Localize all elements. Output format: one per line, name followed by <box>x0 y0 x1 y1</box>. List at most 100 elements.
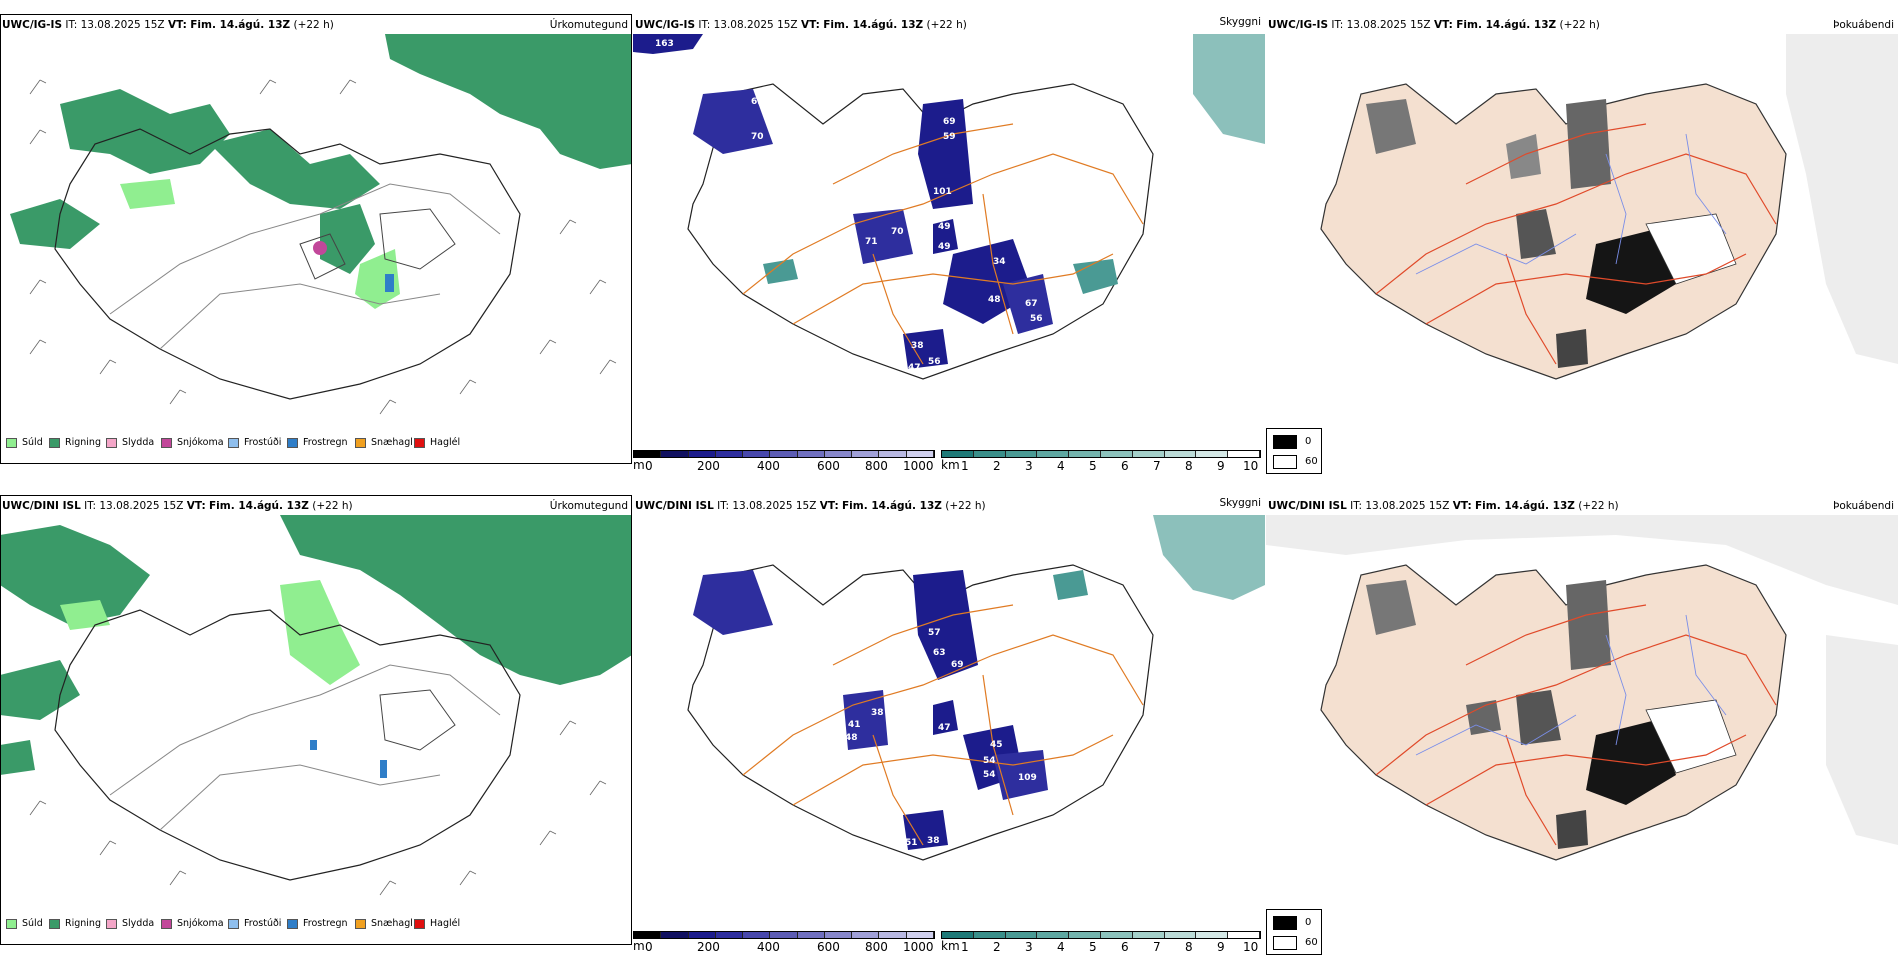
colorbar-m-segment <box>770 932 798 938</box>
iceland-outline <box>54 128 521 400</box>
precip-panel-row1: UWC/IG-IS IT: 13.08.2025 15Z VT: Fim. 14… <box>0 14 632 464</box>
colorbar-m-segment <box>715 932 744 938</box>
legend-swatch <box>287 437 298 448</box>
vis-value: 56 <box>1030 314 1043 324</box>
valid-time: Fim. 14.ágú. 13Z <box>1456 19 1557 31</box>
init-time: 13.08.2025 15Z <box>713 19 798 31</box>
cloud-legend: 0 60 <box>1266 428 1322 474</box>
vis-value: 54 <box>983 770 996 780</box>
precip-type-legend: Súld Rigning Slydda Snjókoma Frostúði Fr… <box>0 913 632 935</box>
model-name: UWC/IG-IS <box>2 19 63 31</box>
vis-value: 69 <box>943 117 956 127</box>
visibility-map: 163 69 70 69 59 101 49 34 48 67 56 38 56… <box>633 34 1265 424</box>
colorbar-m-segment <box>661 451 689 457</box>
cloud-map <box>1266 34 1898 424</box>
legend-swatch-white <box>1273 936 1297 950</box>
vis-value: 69 <box>751 97 764 107</box>
cloud-legend: 0 60 <box>1266 909 1322 955</box>
valid-time: Fim. 14.ágú. 13Z <box>842 500 942 512</box>
vis-value: 38 <box>911 341 924 351</box>
valid-time: Fim. 14.ágú. 13Z <box>823 19 924 31</box>
legend-item-frostudi: Frostúði <box>228 917 281 931</box>
panel-title: Skyggni <box>1219 497 1262 509</box>
colorbar-km-segment <box>1132 932 1165 938</box>
panel-header: UWC/IG-IS IT: 13.08.2025 15Z VT: Fim. 14… <box>2 19 628 31</box>
colorbar-m-segment <box>634 932 662 938</box>
cloud-panel-row1: UWC/IG-IS IT: 13.08.2025 15Z VT: Fim. 14… <box>1266 14 1898 474</box>
colorbar-m-bar <box>633 931 935 939</box>
vis-value: 59 <box>943 132 956 142</box>
panel-header: UWC/DINI ISL IT: 13.08.2025 15Z VT: Fim.… <box>635 497 1262 512</box>
init-time: 13.08.2025 15Z <box>99 500 184 512</box>
colorbar-m-segment <box>770 451 798 457</box>
vis-value: 47 <box>908 363 921 373</box>
colorbar-m-segment <box>852 451 880 457</box>
legend-item-sudl: Súld <box>6 436 43 450</box>
legend-item-slydda: Slydda <box>106 436 154 450</box>
legend-swatch <box>161 437 172 448</box>
vis-value: 45 <box>990 740 1003 750</box>
vis-value: 54 <box>983 756 996 766</box>
colorbar-m: m 0 200 400 600 800 1000 <box>633 450 945 478</box>
colorbar-m: m 0 200 400 600 800 1000 <box>633 931 945 959</box>
panel-title: Úrkomutegund <box>549 19 628 31</box>
iceland-outline <box>687 83 1154 380</box>
colorbar-m-segment <box>824 451 853 457</box>
vis-value: 38 <box>871 708 884 718</box>
legend-swatch <box>355 918 366 929</box>
legend-swatch <box>228 437 239 448</box>
panel-header: UWC/DINI ISL IT: 13.08.2025 15Z VT: Fim.… <box>2 500 628 512</box>
colorbar-km-segment <box>1196 451 1229 457</box>
legend-item-snaehagl: Snæhagl <box>355 917 413 931</box>
vis-value: 47 <box>938 723 951 733</box>
colorbar-km-segment <box>942 932 974 938</box>
model-name: UWC/DINI ISL <box>1268 500 1347 512</box>
colorbar-m-segment <box>797 932 825 938</box>
panel-header: UWC/IG-IS IT: 13.08.2025 15Z VT: Fim. 14… <box>635 16 1262 31</box>
legend-swatch <box>49 918 60 929</box>
colorbar-m-segment <box>852 932 880 938</box>
precip-type-legend: Súld Rigning Slydda Snjókoma Frostúði Fr… <box>0 432 632 454</box>
init-time: 13.08.2025 15Z <box>1365 500 1450 512</box>
colorbar-km-segment <box>1037 932 1070 938</box>
vis-value: 49 <box>938 242 951 252</box>
legend-item-haglel: Haglél <box>414 917 460 931</box>
iceland-outline <box>687 564 1154 861</box>
legend-swatch <box>161 918 172 929</box>
vis-value: 56 <box>928 357 941 367</box>
colorbar-km-segment <box>1069 932 1101 938</box>
vis-value: 49 <box>938 222 951 232</box>
vis-value: 38 <box>927 836 940 846</box>
colorbar-km-segment <box>1005 451 1038 457</box>
colorbar-m-segment <box>715 451 744 457</box>
colorbar-km-segment <box>1100 451 1133 457</box>
legend-swatch <box>287 918 298 929</box>
model-name: UWC/IG-IS <box>1268 19 1329 31</box>
legend-item-rigning: Rigning <box>49 436 101 450</box>
colorbar-m-segment <box>879 932 907 938</box>
vis-value: 63 <box>933 648 946 658</box>
vis-value: 25 <box>1051 189 1064 199</box>
legend-swatch-black <box>1273 916 1297 930</box>
panel-title: Skyggni <box>1219 16 1262 28</box>
colorbar-m-segment <box>906 451 934 457</box>
colorbar-m-segment <box>879 451 907 457</box>
iceland-outline <box>1320 83 1787 380</box>
vis-value: 69 <box>951 660 964 670</box>
vis-value: 51 <box>905 838 918 848</box>
model-name: UWC/DINI ISL <box>2 500 81 512</box>
legend-item-frostudi: Frostúði <box>228 436 281 450</box>
precip-map <box>0 515 632 905</box>
vis-value: 70 <box>751 132 764 142</box>
init-time: 13.08.2025 15Z <box>732 500 817 512</box>
colorbar-km-segment <box>1132 451 1165 457</box>
vis-value: 34 <box>993 257 1006 267</box>
vis-value: 77 <box>1028 580 1041 590</box>
init-time: 13.08.2025 15Z <box>1346 19 1431 31</box>
colorbar-km-segment <box>1069 451 1101 457</box>
panel-header: UWC/DINI ISL IT: 13.08.2025 15Z VT: Fim.… <box>1268 500 1894 512</box>
visibility-labels: 57 63 69 47 45 54 54 109 38 41 48 51 38 … <box>845 580 1041 848</box>
legend-swatch-black <box>1273 435 1297 449</box>
legend-item-snjokoma: Snjókoma <box>161 436 224 450</box>
colorbar-m-segment <box>824 932 853 938</box>
